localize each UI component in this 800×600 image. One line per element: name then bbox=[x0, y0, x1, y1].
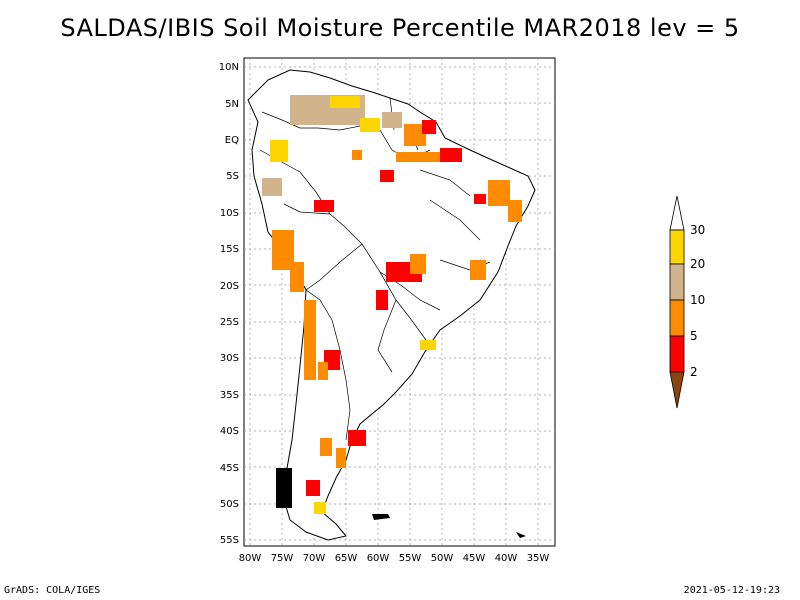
legend-tick: 2 bbox=[690, 365, 698, 379]
lat-label: 45S bbox=[220, 463, 239, 474]
lon-label: 35W bbox=[527, 553, 550, 564]
legend-bin-10-20 bbox=[669, 263, 685, 301]
lat-label: 25S bbox=[220, 317, 239, 328]
lon-label: 50W bbox=[431, 553, 454, 564]
legend-cap-top bbox=[669, 195, 685, 231]
lon-label: 55W bbox=[399, 553, 422, 564]
legend-tick: 5 bbox=[690, 329, 698, 343]
island-marker bbox=[516, 532, 526, 538]
falkland-islands bbox=[372, 514, 390, 520]
lat-label: 50S bbox=[220, 499, 239, 510]
longitude-labels: 80W 75W 70W 65W 60W 55W 50W 45W 40W 35W bbox=[239, 553, 550, 564]
legend-cap-bottom bbox=[669, 371, 685, 409]
lat-label: 20S bbox=[220, 281, 239, 292]
lon-label: 65W bbox=[335, 553, 358, 564]
lon-label: 75W bbox=[271, 553, 294, 564]
lon-label: 60W bbox=[367, 553, 390, 564]
legend-tick: 30 bbox=[690, 223, 705, 237]
lat-label: 15S bbox=[220, 244, 239, 255]
lat-label: EQ bbox=[225, 135, 239, 146]
legend-tick: 10 bbox=[690, 293, 705, 307]
lon-label: 70W bbox=[303, 553, 326, 564]
latitude-labels: 10N 5N EQ 5S 10S 15S 20S 25S 30S 35S 40S… bbox=[219, 62, 239, 546]
footer-timestamp: 2021-05-12-19:23 bbox=[683, 585, 780, 596]
lat-label: 35S bbox=[220, 390, 239, 401]
legend-tick: 20 bbox=[690, 257, 705, 271]
color-legend: 30 20 10 5 2 bbox=[669, 195, 705, 409]
lon-label: 45W bbox=[463, 553, 486, 564]
map-title: SALDAS/IBIS Soil Moisture Percentile MAR… bbox=[60, 14, 740, 42]
lat-label: 40S bbox=[220, 426, 239, 437]
lon-label: 80W bbox=[239, 553, 262, 564]
legend-bin-20-30 bbox=[669, 229, 685, 265]
lat-label: 10N bbox=[219, 62, 239, 73]
lat-label: 5N bbox=[225, 99, 239, 110]
lat-label: 5S bbox=[226, 171, 239, 182]
lat-label: 30S bbox=[220, 353, 239, 364]
soil-moisture-patches bbox=[262, 95, 522, 514]
lat-label: 10S bbox=[220, 208, 239, 219]
lon-label: 40W bbox=[495, 553, 518, 564]
footer-credit: GrADS: COLA/IGES bbox=[4, 585, 101, 596]
legend-bin-2-5 bbox=[669, 335, 685, 373]
legend-bin-5-10 bbox=[669, 299, 685, 337]
lat-label: 55S bbox=[220, 535, 239, 546]
